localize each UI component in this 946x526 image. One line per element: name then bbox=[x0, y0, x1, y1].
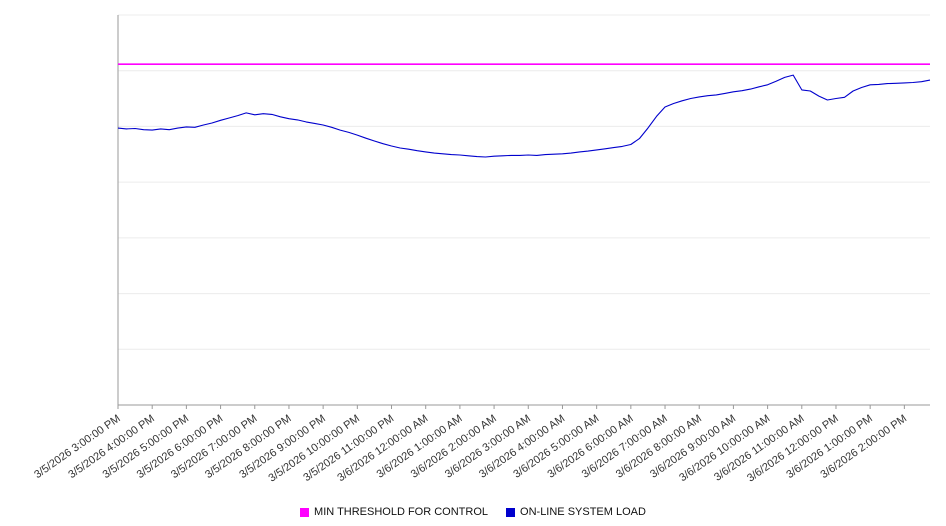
threshold-swatch bbox=[300, 507, 310, 517]
load-swatch bbox=[506, 507, 516, 517]
legend-label-load: ON-LINE SYSTEM LOAD bbox=[520, 506, 646, 518]
load-line bbox=[117, 74, 931, 158]
legend: MIN THRESHOLD FOR CONTROL ON-LINE SYSTEM… bbox=[0, 506, 946, 518]
legend-label-threshold: MIN THRESHOLD FOR CONTROL bbox=[314, 506, 489, 518]
legend-item-load: ON-LINE SYSTEM LOAD bbox=[506, 506, 646, 518]
legend-item-threshold: MIN THRESHOLD FOR CONTROL bbox=[300, 506, 488, 518]
